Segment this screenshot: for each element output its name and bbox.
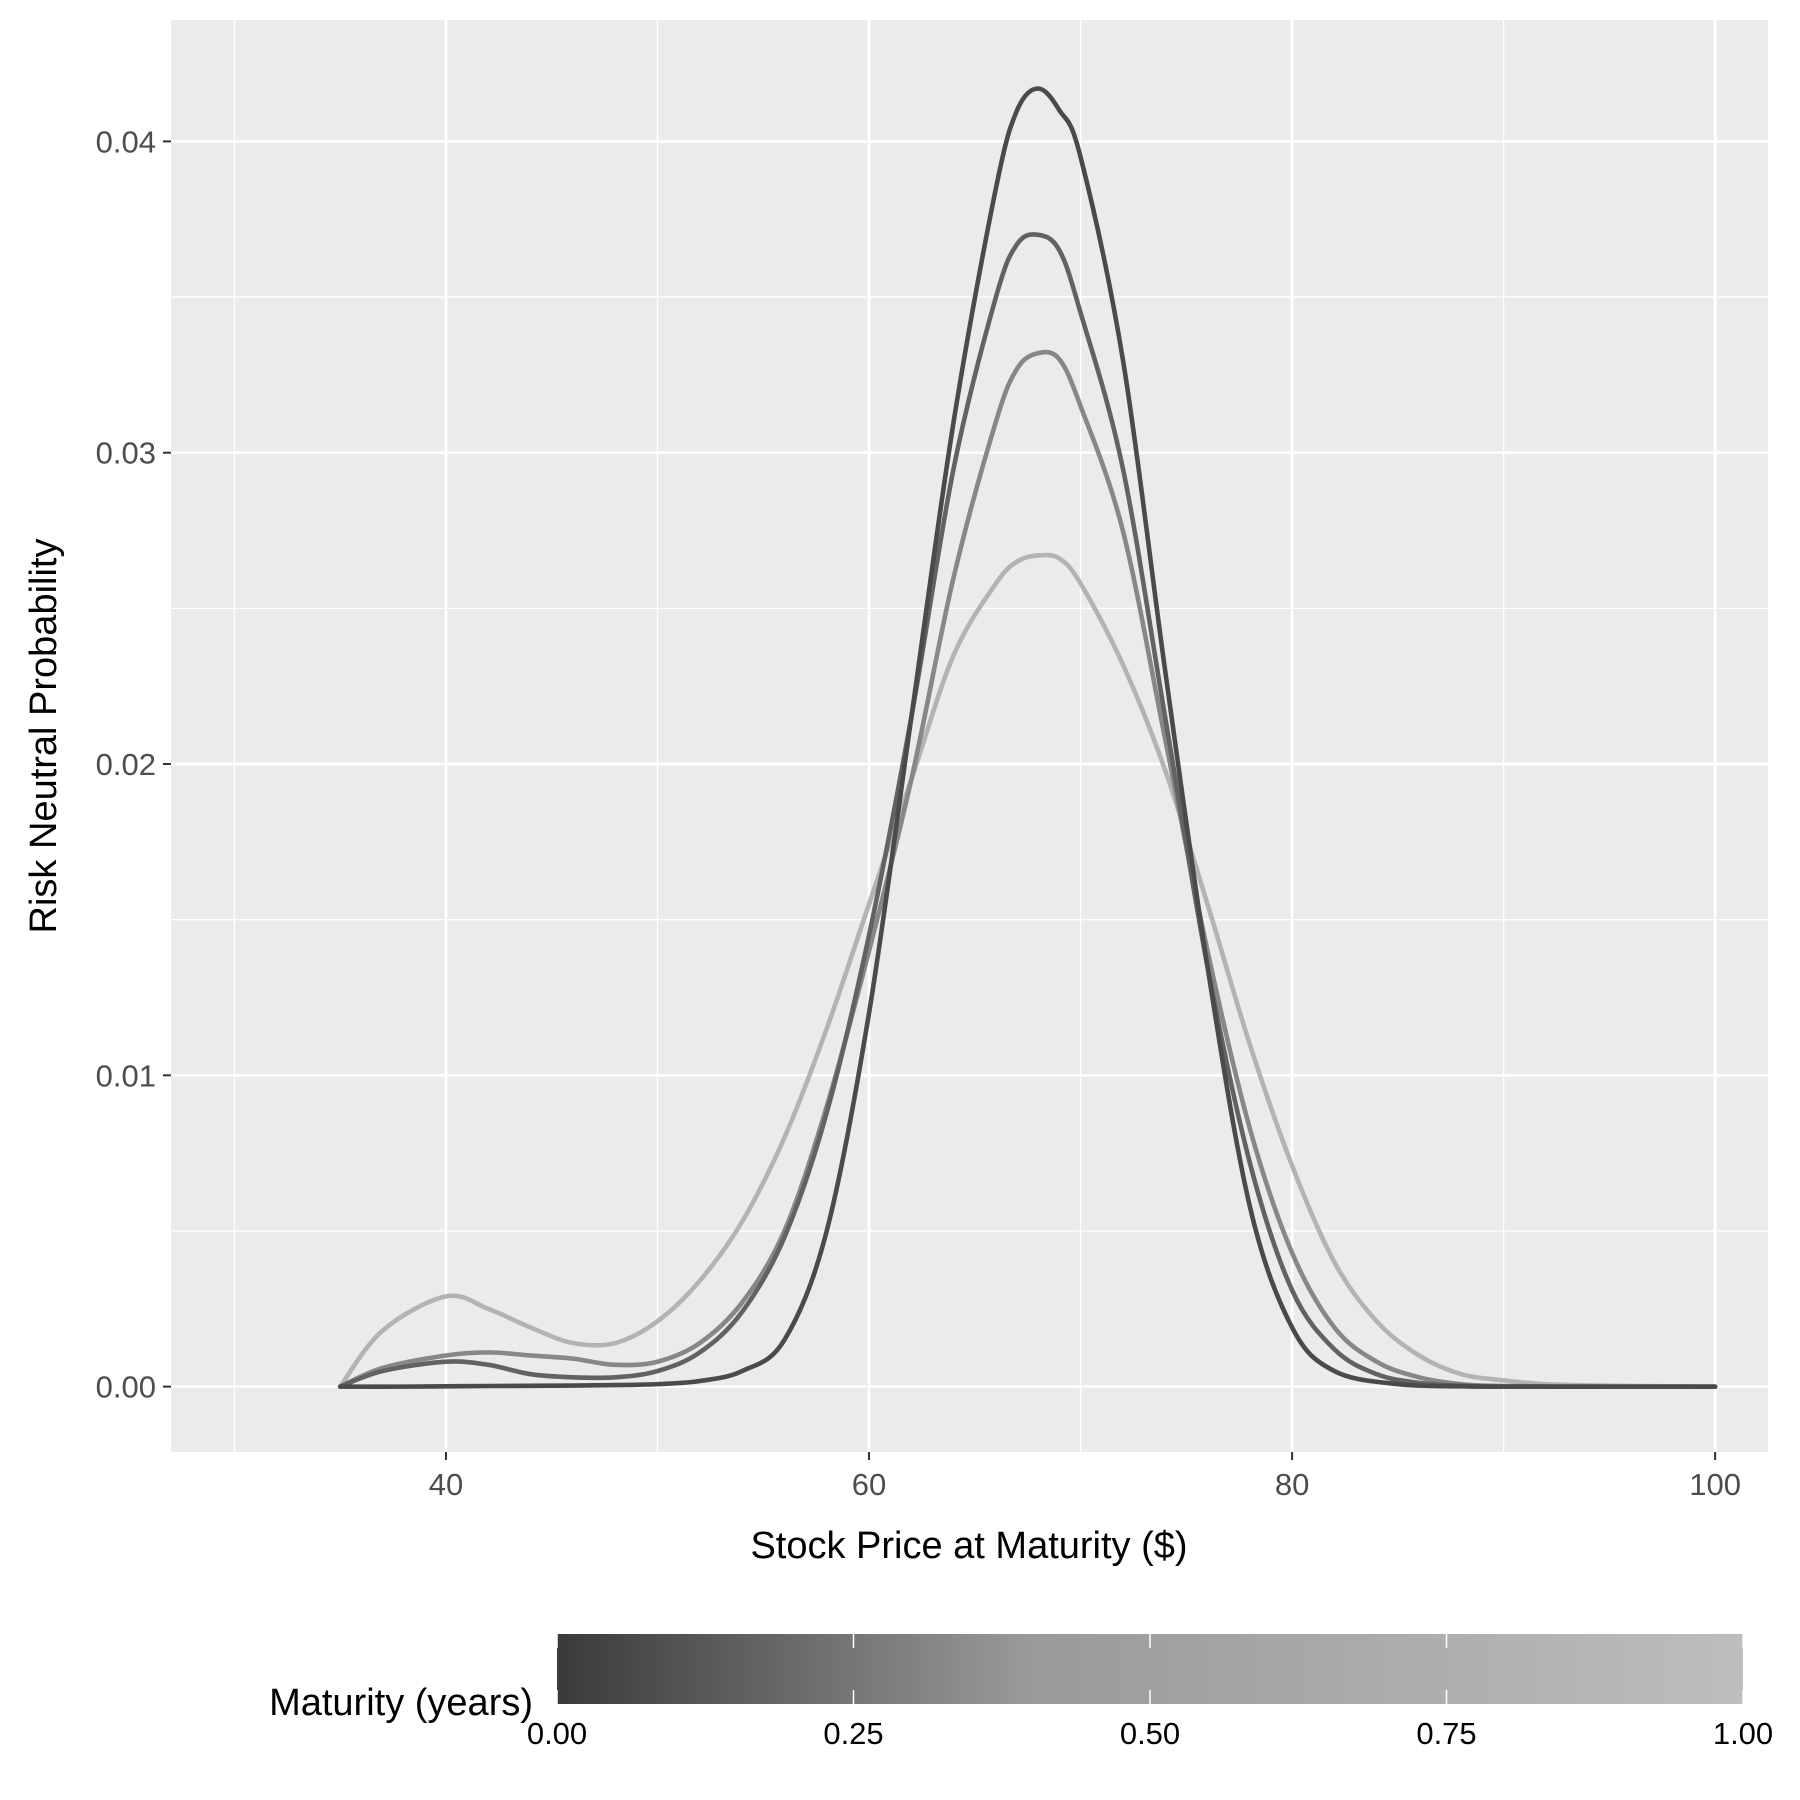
series-line [337,86,1718,1389]
y-tick-label: 0.03 [96,436,156,471]
colorbar-tick-label: 0.25 [823,1716,883,1751]
y-tick-label: 0.00 [96,1370,156,1405]
x-tick-label: 80 [1275,1467,1309,1502]
x-axis-title: Stock Price at Maturity ($) [750,1525,1187,1567]
y-axis-title: Risk Neutral Probability [23,539,65,934]
colorbar-tick-label: 0.00 [527,1716,587,1751]
series-line [337,349,1718,1389]
x-tick-label: 60 [852,1467,886,1502]
colorbar-tick-label: 0.50 [1120,1716,1180,1751]
colorbar-legend: Maturity (years) 0.00 0.25 0.50 0.75 1.00 [269,1634,1773,1751]
y-axis-ticks: 0.00 0.01 0.02 0.03 0.04 [96,124,171,1405]
x-tick-label: 40 [429,1467,463,1502]
x-tick-label: 100 [1689,1467,1741,1502]
y-tick-label: 0.04 [96,124,156,159]
colorbar-ticks: 0.00 0.25 0.50 0.75 1.00 [527,1634,1773,1751]
y-tick-label: 0.02 [96,747,156,782]
series-layer [337,86,1718,1389]
colorbar-tick-label: 0.75 [1416,1716,1476,1751]
series-line [337,552,1718,1389]
series-line [337,232,1718,1389]
x-axis-ticks: 40 60 80 100 [429,1452,1741,1502]
legend-title: Maturity (years) [269,1682,533,1724]
minor-gridlines [171,20,1768,1452]
colorbar-tick-label: 1.00 [1713,1716,1773,1751]
plot-panel [171,20,1768,1452]
y-tick-label: 0.01 [96,1058,156,1093]
